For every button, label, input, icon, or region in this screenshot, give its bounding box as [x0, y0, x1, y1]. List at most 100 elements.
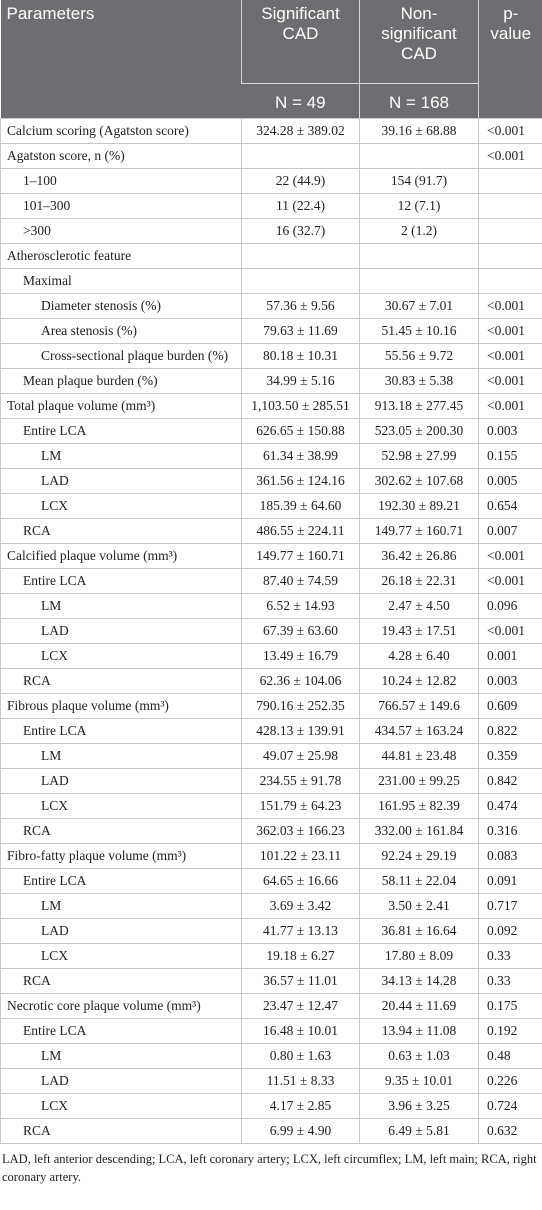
cell: 80.18 ± 10.31	[241, 342, 360, 369]
cell: 9.35 ± 10.01	[359, 1067, 479, 1094]
cell: 19.43 ± 17.51	[359, 617, 479, 644]
row-label: Diameter stenosis (%)	[0, 292, 242, 319]
cell: 0.474	[478, 792, 542, 819]
cell: 0.155	[478, 442, 542, 469]
cell: 3.69 ± 3.42	[241, 892, 360, 919]
cell: 36.81 ± 16.64	[359, 917, 479, 944]
cell: 13.94 ± 11.08	[359, 1017, 479, 1044]
cell: 23.47 ± 12.47	[241, 992, 360, 1019]
cell: 1,103.50 ± 285.51	[241, 392, 360, 419]
row-label: RCA	[0, 667, 242, 694]
footnote: LAD, left anterior descending; LCA, left…	[2, 1151, 537, 1184]
cell: 79.63 ± 11.69	[241, 317, 360, 344]
cell	[241, 267, 360, 294]
cell	[478, 242, 542, 269]
row-label: >300	[0, 217, 242, 244]
cell: 151.79 ± 64.23	[241, 792, 360, 819]
row-label: Fibrous plaque volume (mm³)	[0, 692, 242, 719]
cell: 57.36 ± 9.56	[241, 292, 360, 319]
table-row: LAD 41.77 ± 13.13 36.81 ± 16.64 0.092	[0, 917, 542, 944]
table-row: LM 3.69 ± 3.42 3.50 ± 2.41 0.717	[0, 892, 542, 919]
cell: 92.24 ± 29.19	[359, 842, 479, 869]
table-row: Diameter stenosis (%) 57.36 ± 9.56 30.67 ±…	[0, 292, 542, 319]
cell: 0.63 ± 1.03	[359, 1042, 479, 1069]
cell	[359, 142, 479, 169]
row-label: LCX	[0, 942, 242, 969]
cell: 0.092	[478, 917, 542, 944]
cell: 6.49 ± 5.81	[359, 1117, 479, 1144]
cell: 185.39 ± 64.60	[241, 492, 360, 519]
cell: 626.65 ± 150.88	[241, 417, 360, 444]
cell: 149.77 ± 160.71	[241, 542, 360, 569]
cell: 0.083	[478, 842, 542, 869]
cell: <0.001	[478, 142, 542, 169]
cell: 4.28 ± 6.40	[359, 642, 479, 669]
cell: <0.001	[478, 367, 542, 394]
cell: 26.18 ± 22.31	[359, 567, 479, 594]
row-label: LCX	[0, 642, 242, 669]
cell: <0.001	[478, 567, 542, 594]
row-label: RCA	[0, 817, 242, 844]
cell: 87.40 ± 74.59	[241, 567, 360, 594]
cell	[241, 242, 360, 269]
cell: 12 (7.1)	[359, 192, 479, 219]
row-label: LAD	[0, 917, 242, 944]
cell: 231.00 ± 99.25	[359, 767, 479, 794]
row-label: LM	[0, 592, 242, 619]
table-row: Entire LCA 16.48 ± 10.01 13.94 ± 11.08 0.19…	[0, 1017, 542, 1044]
row-label: LM	[0, 742, 242, 769]
table-row: Entire LCA 428.13 ± 139.91 434.57 ± 163.24…	[0, 717, 542, 744]
table-row: RCA 6.99 ± 4.90 6.49 ± 5.81 0.632	[0, 1117, 542, 1144]
table-row: LCX 19.18 ± 6.27 17.80 ± 8.09 0.33	[0, 942, 542, 969]
cell: 0.632	[478, 1117, 542, 1144]
table-row: RCA 36.57 ± 11.01 34.13 ± 14.28 0.33	[0, 967, 542, 994]
cell: 30.67 ± 7.01	[359, 292, 479, 319]
table-row: >300 16 (32.7) 2 (1.2)	[0, 217, 542, 244]
row-label: LM	[0, 1042, 242, 1069]
cell: 0.717	[478, 892, 542, 919]
table-row: Fibrous plaque volume (mm³) 790.16 ± 252.…	[0, 692, 542, 719]
cell: 766.57 ± 149.6	[359, 692, 479, 719]
header-cell: Significant CAD	[241, 0, 360, 83]
table-row: LCX 185.39 ± 64.60 192.30 ± 89.21 0.654	[0, 492, 542, 519]
cell: 64.65 ± 16.66	[241, 867, 360, 894]
table-body: Calcium scoring (Agatston score) 324.28 ±…	[0, 117, 542, 1144]
table-row: Agatston score, n (%) <0.001	[0, 142, 542, 169]
cell: 101.22 ± 23.11	[241, 842, 360, 869]
row-label: Entire LCA	[0, 717, 242, 744]
row-label: Agatston score, n (%)	[0, 142, 242, 169]
table-row: LM 0.80 ± 1.63 0.63 ± 1.03 0.48	[0, 1042, 542, 1069]
header-cell: Parameters	[0, 0, 242, 118]
row-label: LCX	[0, 1092, 242, 1119]
cell: 52.98 ± 27.99	[359, 442, 479, 469]
row-label: Maximal	[0, 267, 242, 294]
row-label: RCA	[0, 967, 242, 994]
cell: 0.724	[478, 1092, 542, 1119]
cell: 49.07 ± 25.98	[241, 742, 360, 769]
row-label: Entire LCA	[0, 1017, 242, 1044]
header-cell: Non-significant CAD	[359, 0, 479, 83]
cell: 790.16 ± 252.35	[241, 692, 360, 719]
cell: 41.77 ± 13.13	[241, 917, 360, 944]
row-label: RCA	[0, 517, 242, 544]
table-row: Calcium scoring (Agatston score) 324.28 ±…	[0, 117, 542, 144]
cell: 20.44 ± 11.69	[359, 992, 479, 1019]
cell: 0.822	[478, 717, 542, 744]
data-table: Parameters Significant CAD Non-significa…	[0, 0, 542, 1144]
cell: 332.00 ± 161.84	[359, 817, 479, 844]
table-header: Parameters Significant CAD Non-significa…	[0, 0, 542, 118]
cell: 161.95 ± 82.39	[359, 792, 479, 819]
cell	[241, 142, 360, 169]
cell: 361.56 ± 124.16	[241, 467, 360, 494]
cell: 0.001	[478, 642, 542, 669]
cell: 0.359	[478, 742, 542, 769]
cell: 428.13 ± 139.91	[241, 717, 360, 744]
row-label: LAD	[0, 767, 242, 794]
cell: <0.001	[478, 342, 542, 369]
cell: 6.99 ± 4.90	[241, 1117, 360, 1144]
table-row: Area stenosis (%) 79.63 ± 11.69 51.45 ± 10…	[0, 317, 542, 344]
cell: 0.609	[478, 692, 542, 719]
table-row: Total plaque volume (mm³) 1,103.50 ± 285.…	[0, 392, 542, 419]
cell: 62.36 ± 104.06	[241, 667, 360, 694]
cell: 0.48	[478, 1042, 542, 1069]
